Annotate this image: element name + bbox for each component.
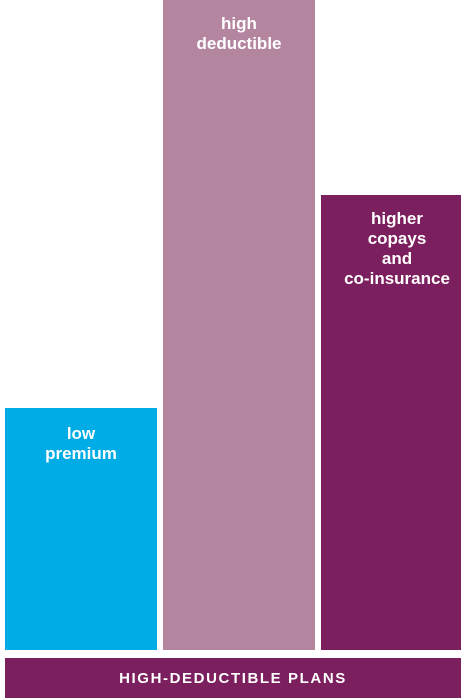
- bar-label-1: low premium: [45, 424, 117, 463]
- chart-title: HIGH-DEDUCTIBLE PLANS: [119, 669, 347, 687]
- footer-banner: HIGH-DEDUCTIBLE PLANS: [5, 658, 461, 698]
- bar-2: high deductible: [163, 0, 315, 650]
- bar-label-2: high deductible: [196, 14, 282, 53]
- bar-1: low premium: [5, 408, 157, 650]
- bar-label-3: higher copays and co-insurance: [344, 209, 450, 288]
- bar-chart: low premium high deductible higher copays …: [5, 0, 461, 650]
- bar-3: higher copays and co-insurance: [321, 195, 461, 650]
